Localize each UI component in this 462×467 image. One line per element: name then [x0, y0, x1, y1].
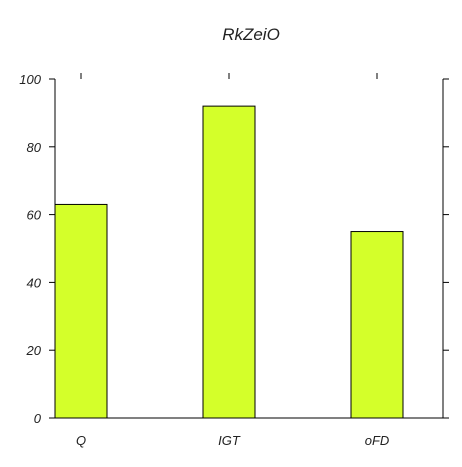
- x-tick-label: Q: [76, 433, 86, 448]
- y-tick-label: 100: [19, 72, 41, 87]
- bar-ofd: [350, 231, 404, 419]
- y-tick-label: 0: [34, 411, 42, 426]
- x-tick-label: oFD: [365, 433, 390, 448]
- bars-layer: [54, 105, 404, 419]
- bar-igt: [202, 105, 256, 419]
- y-tick-label: 60: [27, 208, 42, 223]
- ticks-layer: Q IGT oFD 0 20 40 60 80 100: [19, 72, 449, 448]
- y-tick-label: 40: [27, 275, 42, 290]
- x-tick-label: IGT: [218, 433, 241, 448]
- bar-q: [54, 203, 108, 419]
- y-tick-label: 80: [27, 140, 42, 155]
- axes-layer: [54, 79, 444, 419]
- chart-title: RkZeiO: [222, 25, 280, 44]
- y-tick-label: 20: [26, 343, 42, 358]
